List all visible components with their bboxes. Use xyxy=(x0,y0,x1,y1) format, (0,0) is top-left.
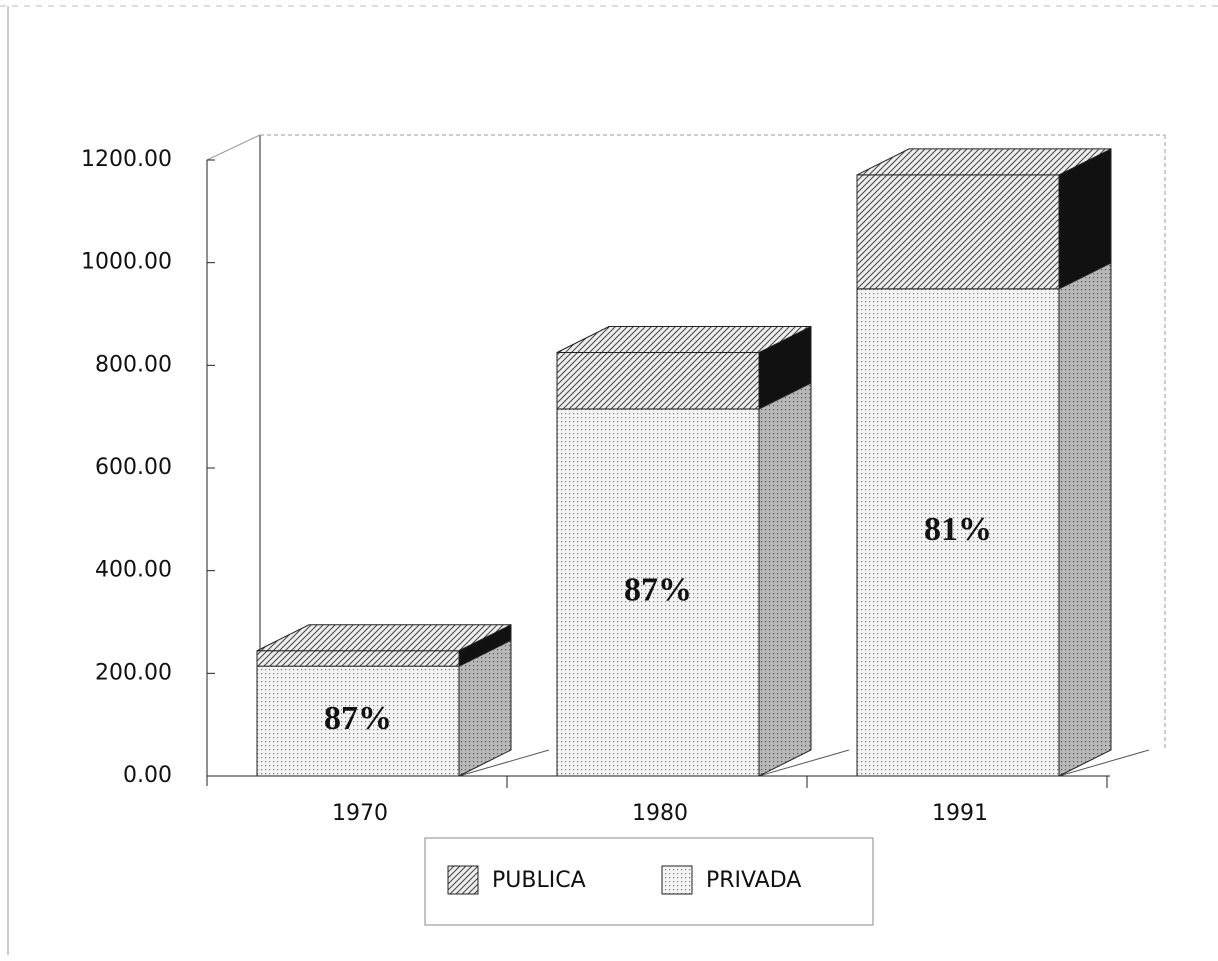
y-tick-label: 1000.00 xyxy=(81,250,172,275)
y-tick-label: 600.00 xyxy=(95,455,172,480)
bar-top xyxy=(256,624,512,652)
share-label: 81% xyxy=(924,511,992,548)
legend-swatch xyxy=(661,865,693,895)
bar-front xyxy=(856,288,1060,777)
floor-line xyxy=(758,749,850,777)
axis-depth xyxy=(206,134,261,161)
bar-top xyxy=(856,148,1112,176)
bar-side-shade xyxy=(459,640,511,776)
bar-side-shade xyxy=(1059,262,1111,776)
y-tick-label: 1200.00 xyxy=(81,147,172,172)
bar-front xyxy=(856,174,1060,290)
legend-label: PRIVADA xyxy=(706,868,801,893)
y-tick-label: 800.00 xyxy=(95,352,172,377)
floor-line xyxy=(1058,749,1150,777)
bar-top xyxy=(556,326,812,353)
share-label: 87% xyxy=(624,571,692,608)
legend-box xyxy=(424,837,874,926)
bar-front xyxy=(556,352,760,410)
x-tick-label: 1980 xyxy=(632,801,688,826)
legend-label: PUBLICA xyxy=(492,868,586,893)
y-tick-label: 0.00 xyxy=(123,763,172,788)
legend-swatch xyxy=(447,865,479,895)
share-label: 87% xyxy=(324,700,392,737)
bar-front xyxy=(256,665,460,777)
floor-line xyxy=(458,749,550,777)
x-tick-label: 1991 xyxy=(932,801,988,826)
y-tick-label: 400.00 xyxy=(95,558,172,583)
bar-side-shade xyxy=(759,382,811,776)
y-tick-label: 200.00 xyxy=(95,660,172,685)
x-tick-label: 1970 xyxy=(332,801,388,826)
bar-front xyxy=(556,408,760,777)
bar-front xyxy=(256,650,460,667)
